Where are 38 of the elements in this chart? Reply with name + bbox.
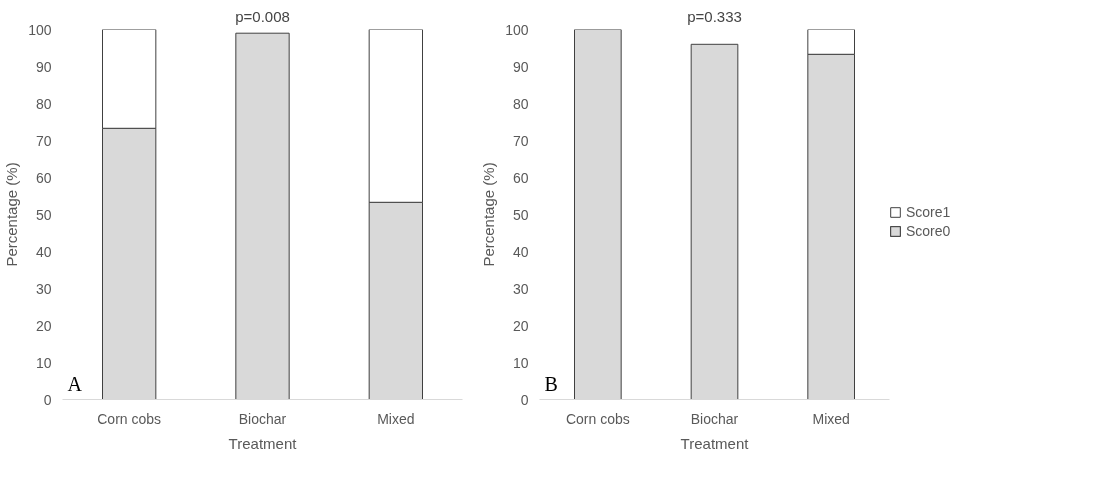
x-tick-label: Mixed: [812, 410, 850, 427]
y-tick-label: 80: [35, 95, 52, 112]
y-tick-label: 80: [512, 95, 529, 112]
y-tick-label: 40: [35, 243, 52, 260]
y-tick-label: 90: [35, 58, 52, 75]
x-axis-title: Treatment: [228, 434, 298, 452]
y-tick-label: 60: [35, 169, 52, 186]
chart-title: p=0.333: [687, 7, 742, 25]
y-tick-label: 70: [35, 132, 52, 149]
y-tick-label: 40: [512, 243, 529, 260]
x-tick-label: Corn cobs: [97, 410, 162, 427]
y-tick-label: 10: [35, 354, 52, 371]
y-tick-label: 70: [512, 132, 529, 149]
y-axis-title: Percentage (%): [3, 162, 21, 267]
x-tick-label: Biochar: [690, 410, 739, 427]
y-tick-label: 60: [512, 169, 529, 186]
y-tick-label: 50: [35, 206, 52, 223]
legend-label: Score0: [906, 223, 951, 239]
x-tick-label: Biochar: [238, 410, 287, 427]
y-tick-label: 90: [512, 58, 529, 75]
y-tick-label: 10: [512, 354, 529, 371]
y-tick-label: 20: [35, 317, 52, 334]
x-axis-title: Treatment: [680, 434, 750, 452]
annotation: A: [67, 372, 83, 395]
y-tick-label: 0: [43, 391, 52, 408]
y-tick-label: 20: [512, 317, 529, 334]
x-tick-label: Mixed: [377, 410, 415, 427]
y-tick-label: 30: [512, 280, 529, 297]
y-tick-label: 100: [28, 21, 52, 38]
y-tick-label: 100: [505, 21, 529, 38]
y-tick-label: 0: [520, 391, 529, 408]
legend-label: Score1: [906, 204, 951, 220]
x-tick-label: Corn cobs: [565, 410, 630, 427]
annotation: B: [544, 372, 558, 395]
y-tick-label: 30: [35, 280, 52, 297]
chart-title: p=0.008: [235, 7, 290, 25]
y-tick-label: 50: [512, 206, 529, 223]
y-axis-title: Percentage (%): [480, 162, 498, 267]
